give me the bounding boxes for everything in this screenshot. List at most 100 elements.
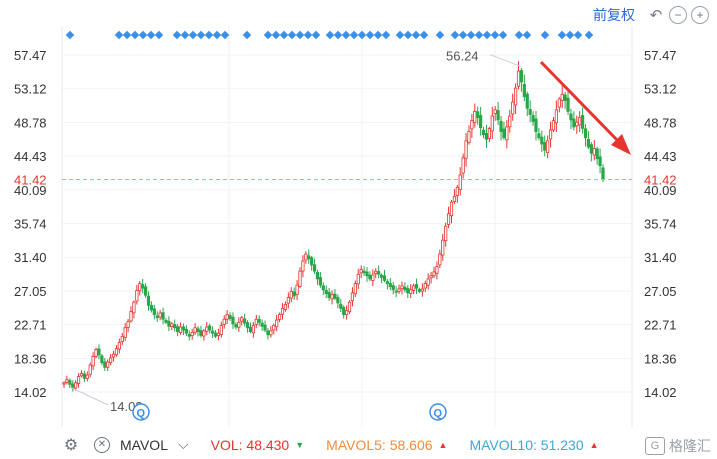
vol-readout: VOL: 48.430 ▼ [211, 437, 305, 453]
candle-body [181, 326, 186, 331]
event-marker [357, 30, 367, 40]
down-arrow-icon: ▼ [295, 439, 305, 450]
candle-body [359, 269, 363, 274]
settings-icon[interactable]: ⚙ [63, 436, 79, 454]
price-adjust-button[interactable]: 前复权 [593, 7, 635, 23]
candle-body [301, 260, 305, 272]
candle-body [572, 118, 576, 128]
candle-body [461, 157, 465, 174]
candle-body [245, 322, 250, 329]
event-marker [65, 30, 75, 40]
y-tick-label: 44.43 [14, 149, 47, 164]
candle-body [522, 83, 526, 98]
event-marker [114, 30, 124, 40]
candle-body [455, 186, 459, 197]
candle-body [470, 120, 474, 130]
candle-body [551, 120, 556, 131]
zoom-in-icon[interactable]: + [691, 6, 709, 24]
candle-body [476, 111, 480, 118]
y-tick-label: 35.74 [14, 217, 47, 232]
candle-body [441, 239, 445, 256]
y-tick-label: 53.12 [644, 82, 677, 97]
candle-body [397, 288, 401, 292]
event-marker [540, 30, 550, 40]
candle-body [423, 283, 427, 289]
event-marker [474, 30, 484, 40]
trend-arrow-head [611, 134, 631, 155]
q-marker-letter: Q [434, 408, 443, 420]
candle-body [537, 133, 541, 139]
candle-body [525, 93, 529, 109]
candle-body [173, 324, 177, 329]
candlestick-chart[interactable]: 41.42 41.42 56.24 14.02 Q Q 57.47 53.12 48.78 44… [0, 0, 717, 430]
event-marker [279, 30, 289, 40]
candle-body [406, 288, 410, 294]
candles [62, 61, 605, 392]
candle-body [446, 213, 451, 225]
event-marker [395, 30, 405, 40]
q-marker-icon [132, 403, 150, 421]
candle-body [490, 115, 494, 132]
candle-body [219, 325, 223, 335]
undo-icon[interactable]: ↶ [649, 6, 663, 24]
y-tick-label: 18.36 [644, 351, 677, 366]
candle-body [464, 140, 468, 159]
candle-body [158, 312, 162, 318]
candle-body [126, 321, 130, 328]
candle-body [295, 284, 299, 295]
y-tick-label: 35.74 [644, 217, 677, 232]
candle-body [178, 326, 183, 334]
candle-body [272, 325, 276, 331]
y-axis-right: 57.47 53.12 48.78 44.43 40.09 35.74 31.40 27.05… [644, 48, 677, 400]
candle-body [123, 327, 127, 338]
candle-body [205, 326, 209, 332]
y-tick-label: 31.40 [644, 250, 677, 265]
up-arrow-icon: ▲ [438, 439, 448, 450]
candle-body [65, 379, 69, 383]
candle-body [586, 138, 591, 148]
candle-body [473, 110, 477, 123]
y-tick-label: 48.78 [14, 115, 47, 130]
indicator-select[interactable]: MAVOL ⌵ [120, 436, 189, 453]
candle-body [513, 87, 518, 106]
close-icon[interactable]: ✕ [94, 436, 110, 453]
indicator-select-label: MAVOL [120, 436, 168, 453]
zoom-out-icon[interactable]: − [669, 6, 687, 24]
candle-body [68, 380, 72, 385]
candle-body [379, 274, 384, 278]
candle-body [106, 361, 110, 368]
candle-body [225, 314, 229, 320]
candle-body [100, 355, 104, 364]
event-marker [220, 30, 230, 40]
event-marker [584, 30, 594, 40]
event-markers[interactable] [65, 30, 594, 40]
candle-body [216, 332, 221, 337]
candle-body [222, 318, 226, 325]
candle-body [394, 290, 398, 293]
candle-body [275, 319, 279, 328]
y-tick-label: 31.40 [14, 250, 47, 265]
event-marker [482, 30, 492, 40]
candle-body [414, 284, 419, 289]
candle-body [546, 140, 550, 154]
candle-body [280, 307, 285, 315]
candle-body [336, 297, 340, 304]
watermark: G 格隆汇 [645, 436, 711, 456]
candle-body [333, 293, 337, 299]
candle-body [161, 312, 165, 320]
chart-grid [61, 26, 633, 427]
candle-body [391, 285, 395, 291]
candle-body [516, 70, 521, 87]
event-marker [303, 30, 313, 40]
current-price-label: 41.42 [14, 172, 47, 187]
event-marker [458, 30, 468, 40]
event-marker [242, 30, 252, 40]
candle-body [88, 364, 92, 375]
candle-body [310, 257, 314, 266]
candle-body [382, 275, 387, 281]
candle-body [257, 319, 261, 323]
candle-body [318, 277, 322, 286]
candle-body [458, 174, 462, 191]
candle-body [152, 308, 156, 315]
current-price-tag [636, 169, 696, 190]
